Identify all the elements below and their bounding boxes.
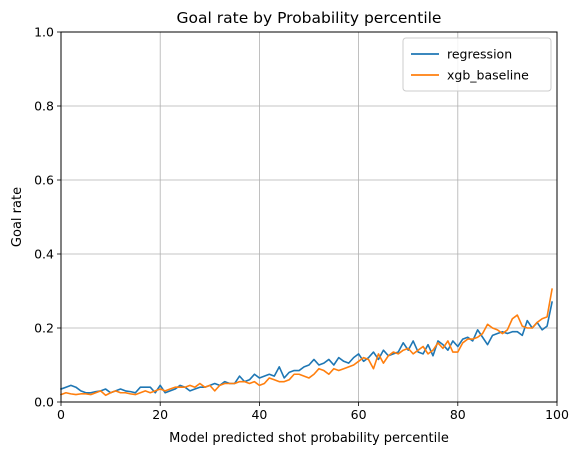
series-lines xyxy=(59,288,553,397)
legend: regression xgb_baseline xyxy=(402,37,552,92)
chart-title: Goal rate by Probability percentile xyxy=(177,9,442,27)
x-tick-label: 40 xyxy=(251,407,267,422)
x-tick-label: 0 xyxy=(57,407,65,422)
x-axis-label: Model predicted shot probability percent… xyxy=(169,431,449,446)
series-line-xgb-baseline xyxy=(59,288,553,397)
x-tick-label: 80 xyxy=(450,407,466,422)
plot-frame xyxy=(60,31,558,403)
legend-label: regression xyxy=(447,47,512,62)
x-tick-label: 60 xyxy=(351,407,367,422)
y-tick-label: 0.8 xyxy=(34,99,54,114)
y-axis-label: Goal rate xyxy=(10,187,25,247)
x-tick-label: 100 xyxy=(545,407,569,422)
legend-box xyxy=(402,37,552,92)
grid xyxy=(60,31,558,403)
y-tick-label: 0.2 xyxy=(34,321,54,336)
legend-label: xgb_baseline xyxy=(447,68,529,83)
y-tick-label: 0.6 xyxy=(34,173,54,188)
y-tick-label: 0.0 xyxy=(34,395,54,410)
axis-ticks: 0 20 40 60 80 100 0.0 0.2 0.4 0.6 0.8 1.0 xyxy=(34,25,569,423)
x-tick-label: 20 xyxy=(152,407,168,422)
y-tick-label: 1.0 xyxy=(34,25,54,40)
y-tick-label: 0.4 xyxy=(34,247,54,262)
